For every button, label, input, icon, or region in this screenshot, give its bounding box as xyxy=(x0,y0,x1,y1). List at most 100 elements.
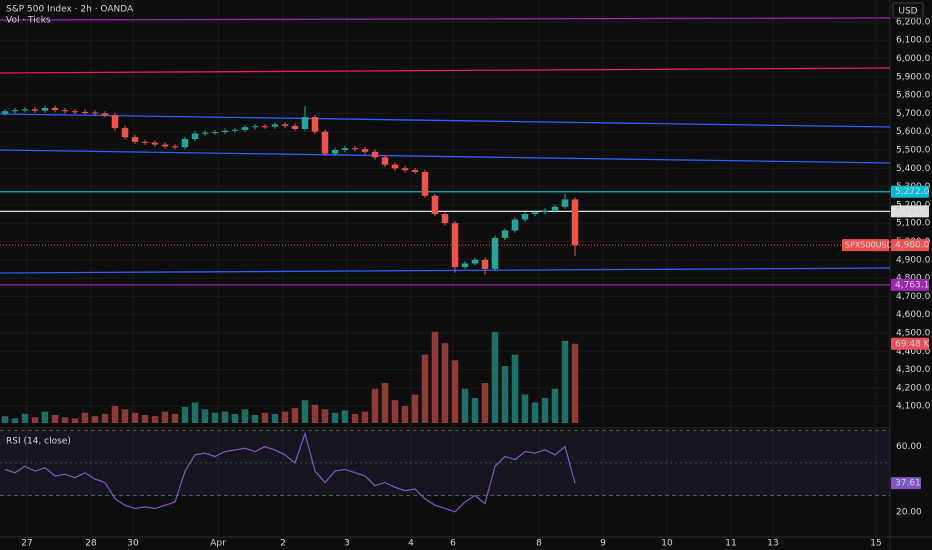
volume-bar xyxy=(51,415,59,423)
candle-body xyxy=(571,199,579,246)
candle-body xyxy=(291,125,299,129)
candle-body xyxy=(441,214,449,224)
candle-body xyxy=(141,141,149,143)
candle-body xyxy=(491,237,499,269)
volume-bar xyxy=(421,354,429,423)
level-label: 4,763.1 xyxy=(895,280,929,290)
candle-body xyxy=(41,107,49,111)
candle-body xyxy=(181,139,189,148)
volume-bar xyxy=(141,415,149,423)
rsi-tick-label: 60.00 xyxy=(896,442,922,452)
volume-last-label-box xyxy=(891,337,929,350)
volume-bar xyxy=(351,413,359,423)
volume-bar xyxy=(271,413,279,423)
candle-body xyxy=(301,117,309,129)
volume-bar xyxy=(521,394,529,423)
y-tick-label: 6,000.0 xyxy=(896,54,931,64)
candle-body xyxy=(311,117,319,132)
volume-last-label: 69.48 K xyxy=(895,339,931,349)
candle-body xyxy=(61,110,69,112)
candle-body xyxy=(461,263,469,268)
x-tick-label: 6 xyxy=(450,539,456,549)
candle-body xyxy=(1,111,9,114)
volume-bar xyxy=(131,412,139,423)
volume-bar xyxy=(571,343,579,423)
y-tick-label: 4,700.0 xyxy=(896,292,931,302)
candle-body xyxy=(471,259,479,264)
volume-bar xyxy=(261,412,269,423)
drawings xyxy=(0,17,891,274)
volume-bar xyxy=(501,365,509,423)
volume-bar xyxy=(491,331,499,423)
candle-body xyxy=(11,110,19,112)
trend-line xyxy=(0,113,891,128)
candle-body xyxy=(321,131,329,154)
candle-body xyxy=(271,124,279,127)
volume-bar xyxy=(411,394,419,423)
volume-bar xyxy=(331,412,339,423)
candle-body xyxy=(151,142,159,145)
x-tick-label: 2 xyxy=(280,539,286,549)
candle-body xyxy=(81,111,89,113)
volume-bar xyxy=(111,405,119,423)
candle-body xyxy=(51,107,59,111)
level-label-box xyxy=(891,185,929,198)
candle-body xyxy=(451,223,459,268)
candle-body xyxy=(481,259,489,269)
candle-body xyxy=(531,212,539,215)
volume-bar xyxy=(301,400,309,423)
level-label: 5,164.6 xyxy=(895,207,930,217)
trend-line xyxy=(0,17,891,21)
volume-bar xyxy=(81,412,89,423)
chart-title: S&P 500 Index · 2h · OANDA xyxy=(6,5,134,15)
x-tick-label: 27 xyxy=(21,539,32,549)
rsi-title: RSI (14, close) xyxy=(6,437,71,447)
volume-bar xyxy=(281,411,289,423)
candle-body xyxy=(371,151,379,158)
volume-bar xyxy=(321,409,329,423)
volume-bar xyxy=(231,413,239,423)
y-tick-label: 5,400.0 xyxy=(896,164,931,174)
candle-body xyxy=(221,130,229,133)
volume-bar xyxy=(251,415,259,423)
candle-body xyxy=(241,127,249,130)
currency-box[interactable] xyxy=(892,2,924,19)
volume-bar xyxy=(461,388,469,423)
candle-body xyxy=(161,144,169,147)
candle-body xyxy=(101,113,109,116)
level-label-box xyxy=(891,205,929,218)
candle-body xyxy=(281,124,289,126)
rsi-last-label: 37.61 xyxy=(895,479,921,489)
volume-bar xyxy=(1,416,9,423)
x-tick-label: 9 xyxy=(600,539,606,549)
candle-body xyxy=(121,128,129,138)
y-tick-label: 5,900.0 xyxy=(896,72,931,82)
volume-bar xyxy=(381,383,389,423)
rsi-tick-label: 20.00 xyxy=(896,507,922,517)
y-tick-label: 4,500.0 xyxy=(896,328,931,338)
candle-body xyxy=(381,157,389,165)
x-tick-label: 11 xyxy=(725,539,736,549)
candle-body xyxy=(521,214,529,220)
y-tick-label: 4,300.0 xyxy=(896,365,931,375)
candle-body xyxy=(551,206,559,211)
y-tick-label: 4,600.0 xyxy=(896,310,931,320)
volume-bar xyxy=(451,360,459,423)
candle-body xyxy=(541,210,549,213)
candle-body xyxy=(411,170,419,172)
x-tick-label: 3 xyxy=(344,539,350,549)
currency: USD xyxy=(898,7,917,17)
volume-bar xyxy=(171,413,179,423)
volume-bar xyxy=(121,409,129,423)
symbol-box xyxy=(842,239,889,252)
candle-body xyxy=(421,171,429,196)
y-tick-label: 6,100.0 xyxy=(896,36,931,46)
candle-body xyxy=(91,112,99,114)
rsi-last-box xyxy=(891,477,921,490)
candle-body xyxy=(231,129,239,131)
volume-title: Vol · Ticks xyxy=(6,16,51,26)
x-tick-label: 15 xyxy=(870,539,881,549)
volume-bar xyxy=(201,409,209,423)
